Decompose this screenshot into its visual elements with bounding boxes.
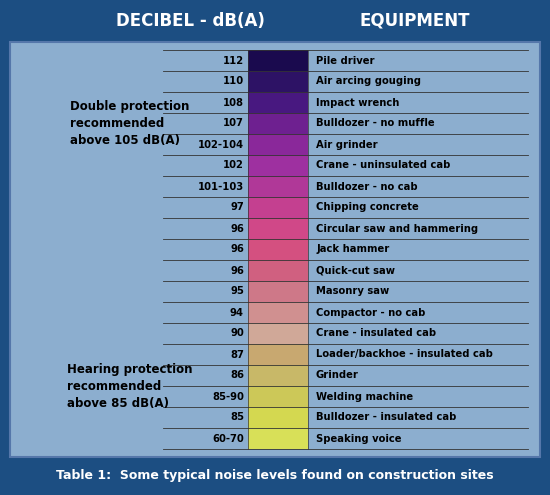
Text: Crane - insulated cab: Crane - insulated cab xyxy=(316,329,436,339)
Bar xyxy=(248,323,308,344)
Text: Quick-cut saw: Quick-cut saw xyxy=(316,265,395,276)
Bar xyxy=(248,239,308,259)
Bar xyxy=(248,407,308,428)
Text: 97: 97 xyxy=(230,202,244,212)
Bar xyxy=(248,428,308,448)
Text: 112: 112 xyxy=(223,55,244,65)
Text: Bulldozer - no cab: Bulldozer - no cab xyxy=(316,182,417,192)
Bar xyxy=(248,155,308,176)
Text: Crane - uninsulated cab: Crane - uninsulated cab xyxy=(316,160,450,170)
Text: 94: 94 xyxy=(230,307,244,317)
Bar xyxy=(248,386,308,406)
Text: DECIBEL - dB(A): DECIBEL - dB(A) xyxy=(116,12,265,30)
Text: 95: 95 xyxy=(230,287,244,297)
Bar xyxy=(248,260,308,281)
Text: 96: 96 xyxy=(230,224,244,234)
Bar xyxy=(248,176,308,197)
Text: Table 1:  Some typical noise levels found on construction sites: Table 1: Some typical noise levels found… xyxy=(56,469,494,483)
Text: Air arcing gouging: Air arcing gouging xyxy=(316,77,421,87)
Text: Double protection
recommended
above 105 dB(A): Double protection recommended above 105 … xyxy=(70,100,190,147)
Bar xyxy=(248,218,308,239)
Text: Air grinder: Air grinder xyxy=(316,140,378,149)
Bar xyxy=(248,281,308,301)
Text: Bulldozer - no muffle: Bulldozer - no muffle xyxy=(316,118,435,129)
Text: 96: 96 xyxy=(230,265,244,276)
Text: Loader/backhoe - insulated cab: Loader/backhoe - insulated cab xyxy=(316,349,493,359)
Bar xyxy=(248,197,308,217)
Text: Grinder: Grinder xyxy=(316,370,359,381)
Bar xyxy=(248,302,308,323)
Bar xyxy=(248,71,308,92)
Bar xyxy=(248,92,308,112)
Text: 85-90: 85-90 xyxy=(212,392,244,401)
Bar xyxy=(248,134,308,154)
Text: Jack hammer: Jack hammer xyxy=(316,245,389,254)
Text: Bulldozer - insulated cab: Bulldozer - insulated cab xyxy=(316,412,456,423)
Text: Welding machine: Welding machine xyxy=(316,392,413,401)
Bar xyxy=(248,113,308,134)
Text: Circular saw and hammering: Circular saw and hammering xyxy=(316,224,478,234)
Text: 107: 107 xyxy=(223,118,244,129)
Text: 108: 108 xyxy=(223,98,244,107)
Text: 101-103: 101-103 xyxy=(198,182,244,192)
Text: 86: 86 xyxy=(230,370,244,381)
Text: Chipping concrete: Chipping concrete xyxy=(316,202,419,212)
Bar xyxy=(248,365,308,386)
Text: Impact wrench: Impact wrench xyxy=(316,98,399,107)
Text: Compactor - no cab: Compactor - no cab xyxy=(316,307,425,317)
Text: 90: 90 xyxy=(230,329,244,339)
Text: Hearing protection
recommended
above 85 dB(A): Hearing protection recommended above 85 … xyxy=(67,362,192,409)
Bar xyxy=(248,344,308,364)
Text: EQUIPMENT: EQUIPMENT xyxy=(360,12,470,30)
Text: 60-70: 60-70 xyxy=(212,434,244,444)
Text: 96: 96 xyxy=(230,245,244,254)
Text: 87: 87 xyxy=(230,349,244,359)
Text: 85: 85 xyxy=(230,412,244,423)
Text: 102: 102 xyxy=(223,160,244,170)
Text: Masonry saw: Masonry saw xyxy=(316,287,389,297)
Bar xyxy=(248,50,308,70)
Bar xyxy=(10,42,540,457)
Text: Pile driver: Pile driver xyxy=(316,55,375,65)
Text: 110: 110 xyxy=(223,77,244,87)
Text: 102-104: 102-104 xyxy=(198,140,244,149)
Text: Speaking voice: Speaking voice xyxy=(316,434,402,444)
